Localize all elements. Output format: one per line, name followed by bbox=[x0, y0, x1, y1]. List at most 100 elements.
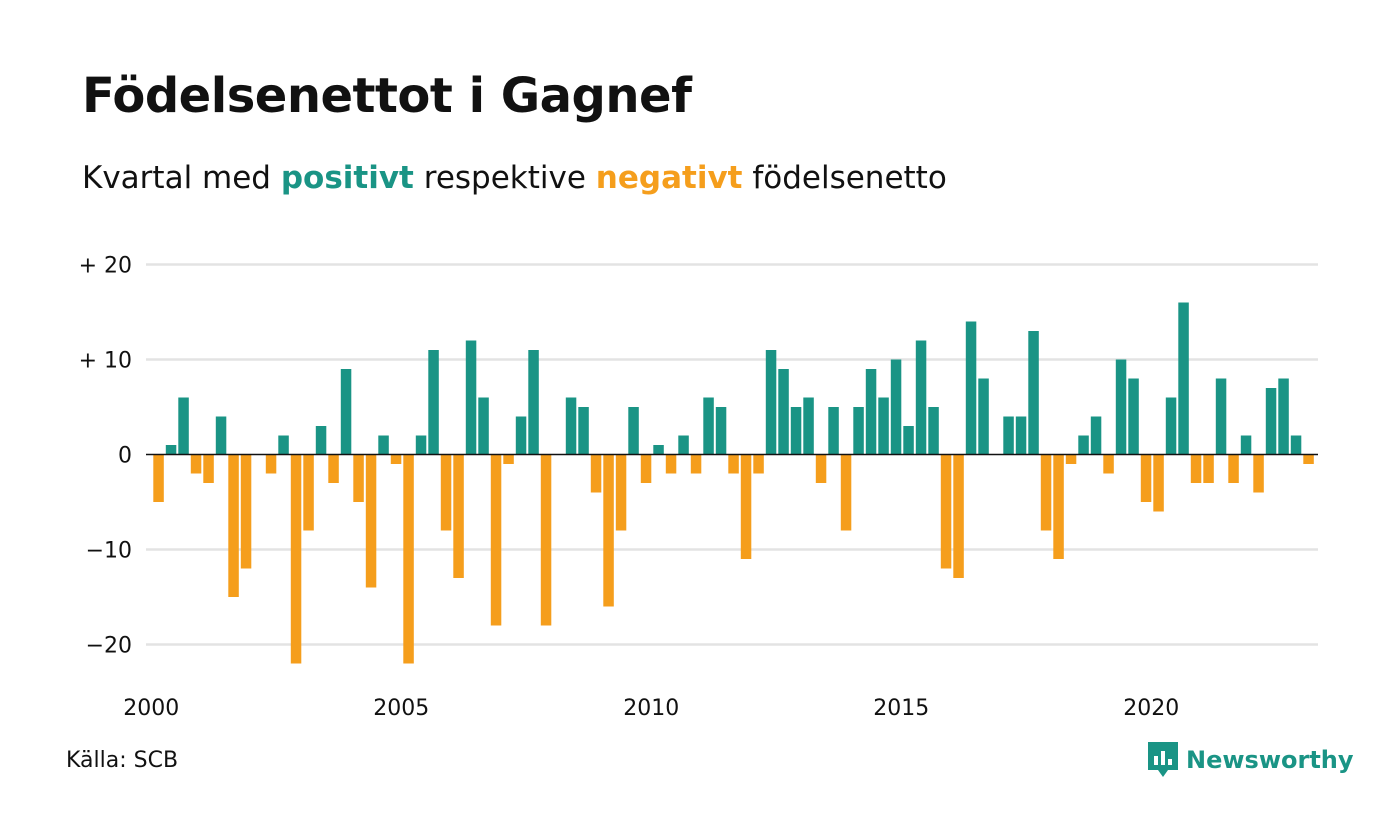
subtitle-positive-label: positivt bbox=[280, 160, 414, 196]
bar-negative bbox=[1140, 454, 1152, 502]
subtitle-prefix: Kvartal med bbox=[82, 160, 271, 196]
bar-negative bbox=[1065, 454, 1077, 464]
bar-negative bbox=[453, 454, 464, 578]
subtitle-negative-label: negativt bbox=[595, 160, 743, 196]
bar-positive bbox=[1290, 435, 1302, 455]
bar-positive bbox=[1215, 378, 1227, 455]
bar-positive bbox=[890, 359, 902, 455]
subtitle-middle: respektive bbox=[423, 160, 586, 196]
bar-negative bbox=[1253, 454, 1264, 493]
bar-positive bbox=[965, 321, 977, 455]
newsworthy-logo: Newsworthy bbox=[1148, 742, 1354, 778]
bar-positive bbox=[515, 416, 527, 455]
bar-positive bbox=[878, 397, 889, 455]
x-axis-ticks: 2000 2005 2010 2015 2020 bbox=[123, 696, 1179, 721]
chart-title: Födelsenettot i Gagnef bbox=[82, 68, 692, 124]
bar-positive bbox=[853, 407, 864, 455]
bar-positive bbox=[1240, 435, 1252, 455]
y-tick-label: + 10 bbox=[79, 349, 132, 374]
bar-positive bbox=[828, 407, 839, 455]
bar-positive bbox=[1265, 388, 1277, 455]
bar-positive bbox=[628, 407, 639, 455]
bar-positive bbox=[178, 397, 189, 455]
source-label: Källa: SCB bbox=[66, 748, 179, 773]
bar-negative bbox=[1203, 454, 1214, 483]
bar-positive bbox=[1090, 416, 1102, 455]
bar-negative bbox=[590, 454, 602, 493]
brand-name: Newsworthy bbox=[1186, 746, 1354, 774]
bar-positive bbox=[340, 369, 352, 455]
bar-negative bbox=[1040, 454, 1052, 531]
bar-negative bbox=[953, 454, 964, 578]
bar-positive bbox=[478, 397, 489, 455]
bar-positive bbox=[1003, 416, 1014, 455]
y-axis-ticks: + 20 + 10 0 −10 −20 bbox=[79, 254, 132, 659]
bar-positive bbox=[578, 407, 589, 455]
bar-negative bbox=[1053, 454, 1064, 559]
bar-positive bbox=[1028, 331, 1039, 455]
bar-positive bbox=[653, 445, 664, 455]
bar-positive bbox=[565, 397, 577, 455]
bar-negative bbox=[190, 454, 202, 474]
bar-negative bbox=[665, 454, 677, 474]
bar-positive bbox=[803, 397, 814, 455]
bar-negative bbox=[615, 454, 627, 531]
bar-negative bbox=[365, 454, 377, 588]
bar-positive bbox=[278, 435, 289, 455]
newsworthy-icon bbox=[1148, 742, 1178, 777]
bar-positive bbox=[928, 407, 939, 455]
bar-negative bbox=[203, 454, 214, 483]
bar-negative bbox=[740, 454, 752, 559]
bar-negative bbox=[1228, 454, 1239, 483]
bar-negative bbox=[940, 454, 952, 569]
bar-negative bbox=[390, 454, 402, 464]
bar-positive bbox=[715, 407, 727, 455]
bar-negative bbox=[540, 454, 552, 626]
bar-positive bbox=[415, 435, 427, 455]
bar-negative bbox=[815, 454, 827, 483]
x-tick-label: 2010 bbox=[623, 696, 679, 721]
bar-negative bbox=[603, 454, 614, 607]
bar-negative bbox=[840, 454, 852, 531]
x-tick-label: 2015 bbox=[873, 696, 929, 721]
bar-positive bbox=[1278, 378, 1289, 455]
bar-positive bbox=[703, 397, 714, 455]
bar-negative bbox=[1153, 454, 1164, 512]
bar-positive bbox=[428, 350, 439, 455]
bar-positive bbox=[903, 426, 914, 455]
bar-positive bbox=[528, 350, 539, 455]
subtitle-suffix: födelsenetto bbox=[752, 160, 947, 196]
bar-negative bbox=[1190, 454, 1202, 483]
bar-negative bbox=[1303, 454, 1314, 464]
bar-negative bbox=[503, 454, 514, 464]
y-tick-label: −20 bbox=[86, 634, 132, 659]
x-tick-label: 2000 bbox=[123, 696, 179, 721]
bar-chart: + 20 + 10 0 −10 −20 2000 2005 2010 2015 2020 bbox=[79, 254, 1318, 721]
bar-positive bbox=[765, 350, 777, 455]
bar-negative bbox=[1103, 454, 1114, 474]
bar-negative bbox=[153, 454, 164, 502]
bar-positive bbox=[1128, 378, 1139, 455]
bar-negative bbox=[328, 454, 339, 483]
bar-negative bbox=[353, 454, 364, 502]
bar-positive bbox=[978, 378, 989, 455]
bar-positive bbox=[378, 435, 389, 455]
bar-positive bbox=[1115, 359, 1127, 455]
bar-positive bbox=[465, 340, 477, 455]
bar-positive bbox=[1178, 302, 1189, 455]
bar-positive bbox=[165, 445, 177, 455]
bar-positive bbox=[790, 407, 802, 455]
bar-negative bbox=[290, 454, 302, 664]
bar-negative bbox=[303, 454, 314, 531]
bar-negative bbox=[440, 454, 452, 531]
y-tick-label: + 20 bbox=[79, 254, 132, 279]
bar-positive bbox=[1078, 435, 1089, 455]
x-tick-label: 2005 bbox=[373, 696, 429, 721]
bar-negative bbox=[728, 454, 739, 474]
bar-negative bbox=[403, 454, 414, 664]
bar-negative bbox=[753, 454, 764, 474]
chart-subtitle: Kvartal med positivt respektive negativt… bbox=[82, 160, 947, 196]
bar-positive bbox=[915, 340, 927, 455]
bar-negative bbox=[690, 454, 702, 474]
x-tick-label: 2020 bbox=[1123, 696, 1179, 721]
